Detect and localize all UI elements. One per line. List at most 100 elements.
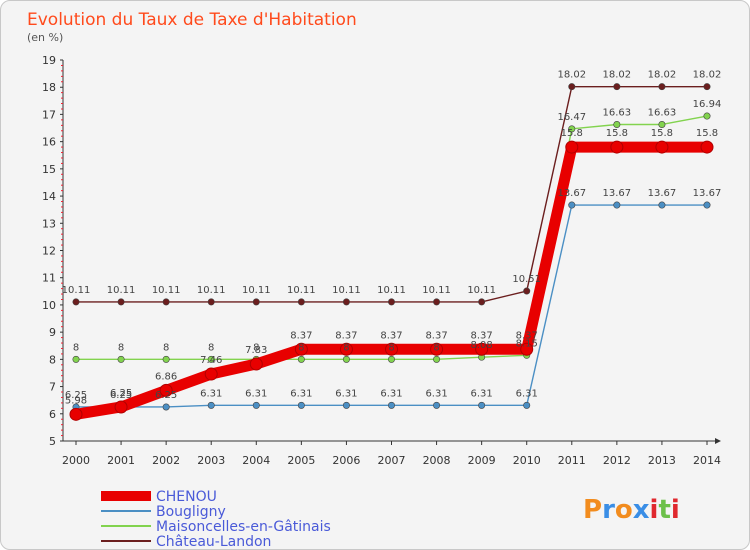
data-point xyxy=(568,201,576,209)
chart-title: Evolution du Taux de Taxe d'Habitation xyxy=(27,10,357,30)
data-point xyxy=(520,342,534,356)
data-point xyxy=(568,125,576,133)
x-tick-label: 2013 xyxy=(648,454,676,467)
logo-letter: x xyxy=(633,495,650,525)
data-point xyxy=(385,342,398,356)
data-point xyxy=(568,83,576,91)
data-point xyxy=(159,383,173,397)
data-label: 8.15 xyxy=(516,338,538,349)
data-label: 10.11 xyxy=(422,285,451,296)
legend-label: CHENOU xyxy=(156,489,217,505)
x-tick-label: 2005 xyxy=(287,454,315,467)
data-label: 6.31 xyxy=(425,388,447,399)
data-label: 5.98 xyxy=(65,395,87,406)
data-label: 18.02 xyxy=(557,70,586,81)
data-label: 16.94 xyxy=(693,99,722,110)
y-tick-label: 9 xyxy=(49,326,56,339)
legend-label: Château-Landon xyxy=(156,534,271,549)
data-label: 6.31 xyxy=(200,388,222,399)
data-label: 13.67 xyxy=(648,188,677,199)
y-tick-label: 18 xyxy=(42,81,56,94)
y-tick-label: 11 xyxy=(42,272,56,285)
data-point xyxy=(297,298,305,306)
y-tick-label: 15 xyxy=(42,163,56,176)
data-point xyxy=(565,140,579,154)
data-label: 6.31 xyxy=(335,388,357,399)
y-axis-unit: (en %) xyxy=(27,31,63,44)
y-tick-label: 8 xyxy=(49,353,56,366)
data-label: 7.46 xyxy=(200,355,222,366)
data-label: 8.37 xyxy=(380,330,402,341)
logo-letter: o xyxy=(615,495,633,525)
data-point xyxy=(387,401,395,409)
data-point xyxy=(613,83,621,91)
y-tick-label: 7 xyxy=(49,381,56,394)
data-point xyxy=(297,401,305,409)
data-point xyxy=(69,407,83,421)
data-point xyxy=(297,355,305,363)
x-tick-label: 2007 xyxy=(378,454,406,467)
data-point xyxy=(387,298,395,306)
data-label: 8 xyxy=(343,342,349,353)
data-point xyxy=(433,355,441,363)
y-tick-label: 16 xyxy=(42,136,56,149)
data-point xyxy=(700,140,714,154)
data-label: 16.63 xyxy=(648,107,677,118)
data-label: 18.02 xyxy=(648,70,677,81)
data-point xyxy=(658,120,666,128)
data-label: 6.25 xyxy=(65,390,87,401)
data-point xyxy=(114,400,128,414)
data-point xyxy=(523,287,531,295)
data-point xyxy=(478,298,486,306)
data-point xyxy=(252,298,260,306)
data-point xyxy=(249,357,263,371)
data-point xyxy=(433,401,441,409)
proxiti-logo: Proxiti xyxy=(583,495,680,525)
data-point xyxy=(475,342,489,356)
x-tick-label: 2012 xyxy=(603,454,631,467)
data-label: 6.31 xyxy=(516,388,538,399)
y-tick-label: 19 xyxy=(42,54,56,67)
logo-letter: i xyxy=(650,495,659,525)
legend: CHENOUBouglignyMaisoncelles-en-GâtinaisC… xyxy=(101,489,331,549)
data-point xyxy=(72,355,80,363)
data-label: 8.08 xyxy=(471,340,493,351)
data-point xyxy=(162,355,170,363)
data-point xyxy=(610,140,624,154)
data-label: 16.47 xyxy=(557,112,586,123)
data-point xyxy=(117,298,125,306)
data-label: 6.25 xyxy=(110,390,132,401)
data-point xyxy=(658,83,666,91)
data-label: 7.83 xyxy=(245,345,267,356)
axes: 5 6 7 8 9 10 11 12 13 14 15 16 17 18 19 2000 2001 2002 200… xyxy=(42,54,721,467)
data-label: 8 xyxy=(253,342,259,353)
y-tick-label: 6 xyxy=(49,408,56,421)
data-label: 15.8 xyxy=(651,128,673,139)
data-label: 13.67 xyxy=(693,188,722,199)
data-point xyxy=(294,342,308,356)
data-label: 8.37 xyxy=(471,330,493,341)
data-point xyxy=(387,355,395,363)
data-point xyxy=(339,342,353,356)
data-point xyxy=(703,201,711,209)
data-point xyxy=(703,83,711,91)
legend-label: Maisoncelles-en-Gâtinais xyxy=(156,519,331,535)
data-label: 10.11 xyxy=(62,285,91,296)
data-label: 13.67 xyxy=(557,188,586,199)
data-point xyxy=(613,201,621,209)
x-tick-label: 2010 xyxy=(513,454,541,467)
data-label: 8.37 xyxy=(290,330,312,341)
data-label: 15.8 xyxy=(561,128,583,139)
x-tick-label: 2001 xyxy=(107,454,135,467)
data-label: 8 xyxy=(73,342,79,353)
data-label: 18.02 xyxy=(693,70,722,81)
data-label: 10.11 xyxy=(377,285,406,296)
data-point xyxy=(430,342,444,356)
data-label: 6.25 xyxy=(155,390,177,401)
logo-letter: i xyxy=(671,495,680,525)
y-tick-label: 5 xyxy=(49,435,56,448)
data-point xyxy=(703,112,711,120)
data-point xyxy=(207,298,215,306)
data-point xyxy=(342,298,350,306)
y-tick-label: 12 xyxy=(42,245,56,258)
